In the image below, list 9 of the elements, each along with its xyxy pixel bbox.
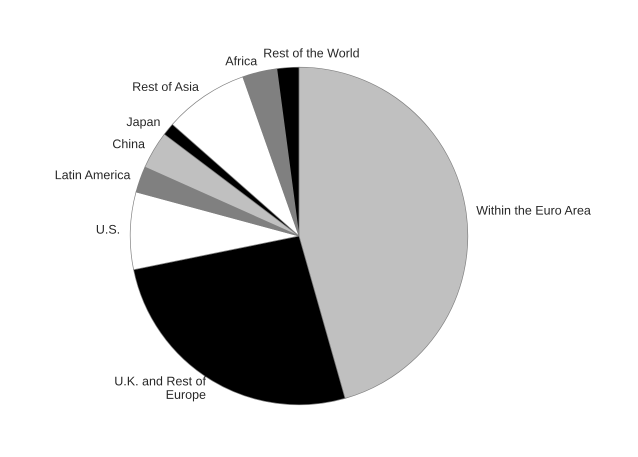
slice-label: Latin America (56, 170, 130, 180)
slice-label: Rest of the World (264, 48, 359, 58)
slice-label: Within the Euro Area (476, 206, 591, 215)
slice-label: U.K. and Rest of Europe (115, 376, 206, 402)
slice-label: Japan (126, 117, 160, 129)
slice-label: Rest of Asia (133, 82, 199, 92)
slice-label: Africa (225, 56, 258, 66)
slice-label: China (112, 139, 145, 148)
slice-label: U.S. (96, 224, 120, 234)
